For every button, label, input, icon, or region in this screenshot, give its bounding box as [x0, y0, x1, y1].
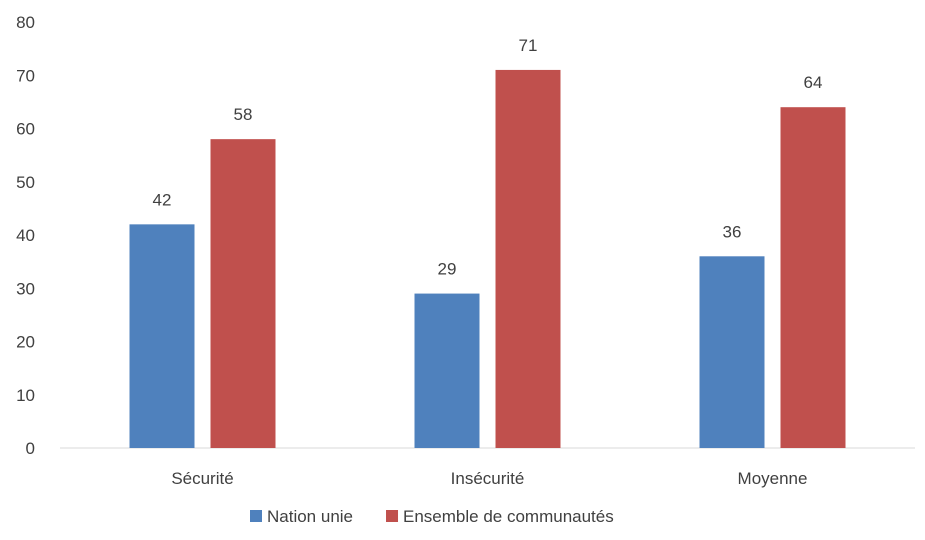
- legend-label: Nation unie: [267, 507, 353, 526]
- y-tick-label: 20: [16, 333, 35, 352]
- legend-swatch: [250, 510, 262, 522]
- bar-ensemble-communautes-0: [210, 139, 276, 448]
- data-labels: 42 58 29 71 36 64: [153, 36, 823, 279]
- data-label: 36: [723, 222, 742, 241]
- bars: [129, 69, 846, 449]
- x-category-label: Sécurité: [171, 469, 233, 488]
- data-label: 64: [804, 73, 823, 92]
- y-tick-label: 40: [16, 226, 35, 245]
- y-tick-label: 80: [16, 13, 35, 32]
- data-label: 42: [153, 190, 172, 209]
- x-category-label: Moyenne: [738, 469, 808, 488]
- bar-nation-unie-0: [129, 224, 195, 448]
- y-tick-label: 10: [16, 386, 35, 405]
- x-category-label: Insécurité: [451, 469, 525, 488]
- y-axis-ticks: 0 10 20 30 40 50 60 70 80: [16, 13, 35, 458]
- legend-swatch: [386, 510, 399, 522]
- bar-ensemble-communautes-2: [780, 107, 846, 448]
- data-label: 58: [234, 105, 253, 124]
- data-label: 71: [519, 36, 538, 55]
- y-tick-label: 70: [16, 66, 35, 85]
- y-tick-label: 60: [16, 120, 35, 139]
- bar-ensemble-communautes-1: [495, 69, 561, 449]
- category-labels: Sécurité Insécurité Moyenne: [171, 469, 807, 488]
- legend: Nation unie Ensemble de communautés: [250, 507, 614, 526]
- data-label: 29: [438, 260, 457, 279]
- y-tick-label: 0: [26, 439, 35, 458]
- legend-label: Ensemble de communautés: [403, 507, 614, 526]
- bar-nation-unie-1: [414, 293, 480, 448]
- y-tick-label: 30: [16, 279, 35, 298]
- bar-nation-unie-2: [699, 256, 765, 448]
- y-tick-label: 50: [16, 173, 35, 192]
